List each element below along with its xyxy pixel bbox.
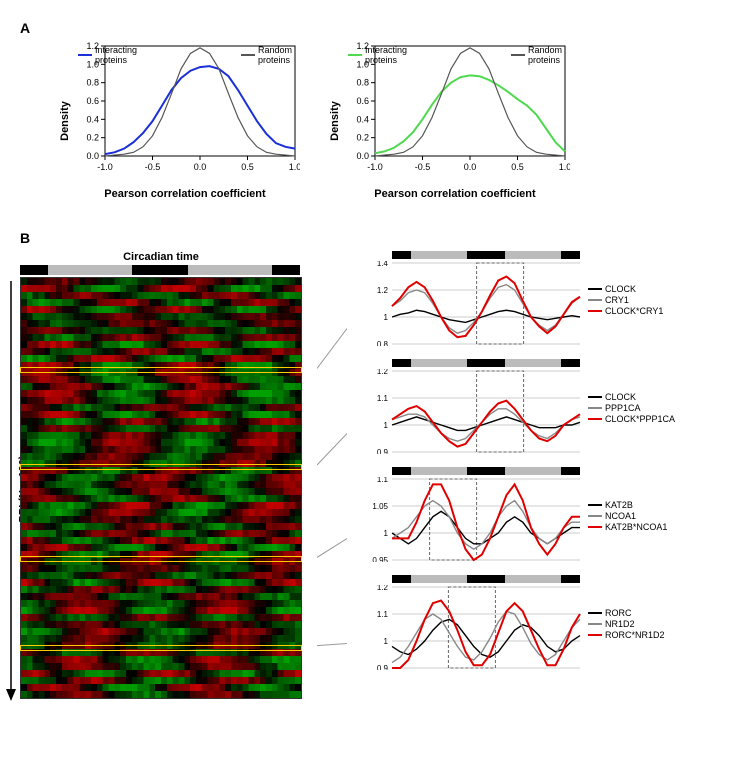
svg-text:1.2: 1.2	[377, 585, 389, 592]
svg-text:-0.5: -0.5	[145, 162, 161, 172]
svg-text:1.2: 1.2	[377, 369, 389, 376]
svg-text:1: 1	[384, 529, 389, 538]
svg-text:1: 1	[384, 313, 389, 322]
svg-text:0.6: 0.6	[356, 96, 369, 106]
lineplot-legend: KAT2BNCOA1KAT2B*NCOA1	[588, 499, 667, 533]
svg-text:1.0: 1.0	[289, 162, 300, 172]
panel-a-label: A	[20, 20, 710, 36]
lineplot-legend: CLOCKCRY1CLOCK*CRY1	[588, 283, 663, 317]
heatmap	[20, 277, 302, 699]
svg-text:0.9: 0.9	[377, 448, 389, 454]
lineplot-timebar	[362, 251, 582, 259]
lineplot-timebar	[362, 359, 582, 367]
density-plot: DensityInteractingproteinsRandomproteins…	[340, 41, 570, 200]
panel-b: PPI (N = 190) Circadian time 0.8 1 1.2 1.4 C…	[20, 251, 710, 726]
lineplot-timebar	[362, 575, 582, 583]
heatmap-timebar	[20, 265, 300, 275]
svg-text:0.5: 0.5	[241, 162, 254, 172]
heatmap-highlight	[20, 645, 302, 651]
legend-item: Interactingproteins	[348, 45, 407, 65]
legend-item: CLOCK*PPP1CA	[588, 414, 675, 424]
legend-item: CLOCK	[588, 284, 663, 294]
legend-item: KAT2B	[588, 500, 667, 510]
legend-item: PPP1CA	[588, 403, 675, 413]
connector-lines	[317, 276, 347, 726]
lineplot: 0.9 1 1.1 1.2 RORCNR1D2RORC*NR1D2	[362, 575, 675, 673]
lineplot: 0.9 1 1.1 1.2 CLOCKPPP1CACLOCK*PPP1CA	[362, 359, 675, 457]
circadian-title: Circadian time	[20, 251, 302, 263]
svg-text:1.05: 1.05	[372, 502, 388, 511]
lineplot: 0.95 1 1.05 1.1 KAT2BNCOA1KAT2B*NCOA1	[362, 467, 675, 565]
x-axis-label: Pearson correlation coefficient	[340, 188, 570, 200]
svg-text:1.1: 1.1	[377, 610, 389, 619]
svg-text:0.2: 0.2	[86, 133, 99, 143]
svg-text:-0.5: -0.5	[415, 162, 431, 172]
lineplot: 0.8 1 1.2 1.4 CLOCKCRY1CLOCK*CRY1	[362, 251, 675, 349]
plot-legend: Interactingproteins Randomproteins	[70, 45, 300, 65]
x-axis-label: Pearson correlation coefficient	[70, 188, 300, 200]
legend-item: RORC*NR1D2	[588, 630, 665, 640]
legend-item: CLOCK*CRY1	[588, 306, 663, 316]
svg-text:0.2: 0.2	[356, 133, 369, 143]
lineplot-legend: CLOCKPPP1CACLOCK*PPP1CA	[588, 391, 675, 425]
svg-text:1.0: 1.0	[559, 162, 570, 172]
arrow-down-icon	[5, 281, 17, 701]
svg-text:0.9: 0.9	[377, 664, 389, 670]
lineplot-legend: RORCNR1D2RORC*NR1D2	[588, 607, 665, 641]
heatmap-highlight	[20, 464, 302, 470]
svg-text:0.0: 0.0	[194, 162, 207, 172]
svg-text:0.8: 0.8	[356, 78, 369, 88]
svg-text:0.0: 0.0	[464, 162, 477, 172]
svg-text:-1.0: -1.0	[97, 162, 113, 172]
svg-text:0.4: 0.4	[356, 114, 369, 124]
svg-text:-1.0: -1.0	[367, 162, 383, 172]
legend-item: Randomproteins	[511, 45, 562, 65]
legend-item: NR1D2	[588, 619, 665, 629]
heatmap-highlight	[20, 556, 302, 562]
svg-text:1.1: 1.1	[377, 394, 389, 403]
lineplots-section: 0.811.21.4CLOCKCRY1CLOCK*CRY10.911.11.2C…	[362, 251, 675, 726]
legend-item: CRY1	[588, 295, 663, 305]
legend-item: Interactingproteins	[78, 45, 137, 65]
svg-text:1.2: 1.2	[377, 286, 389, 295]
svg-text:0.8: 0.8	[86, 78, 99, 88]
svg-text:0.5: 0.5	[511, 162, 524, 172]
svg-text:0.0: 0.0	[356, 151, 369, 161]
heatmap-highlight	[20, 367, 302, 373]
lineplot-timebar	[362, 467, 582, 475]
heatmap-section: PPI (N = 190) Circadian time	[20, 251, 302, 726]
density-plot: DensityInteractingproteinsRandomproteins…	[70, 41, 300, 200]
legend-item: RORC	[588, 608, 665, 618]
svg-text:1: 1	[384, 637, 389, 646]
legend-item: CLOCK	[588, 392, 675, 402]
legend-item: KAT2B*NCOA1	[588, 522, 667, 532]
panel-a: DensityInteractingproteinsRandomproteins…	[70, 41, 710, 200]
svg-text:1.1: 1.1	[377, 477, 389, 484]
svg-text:0.6: 0.6	[86, 96, 99, 106]
plot-legend: Interactingproteins Randomproteins	[340, 45, 570, 65]
legend-item: Randomproteins	[241, 45, 292, 65]
svg-text:0.95: 0.95	[372, 556, 388, 562]
legend-item: NCOA1	[588, 511, 667, 521]
panel-b-label: B	[20, 230, 710, 246]
svg-text:1.4: 1.4	[377, 261, 389, 268]
svg-text:0.4: 0.4	[86, 114, 99, 124]
svg-text:0.8: 0.8	[377, 340, 389, 346]
svg-text:0.0: 0.0	[86, 151, 99, 161]
svg-text:1: 1	[384, 421, 389, 430]
